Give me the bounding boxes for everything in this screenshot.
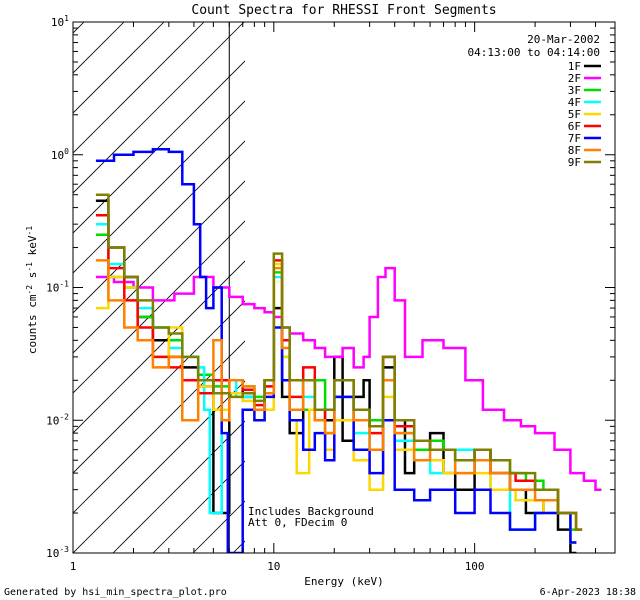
series-5f xyxy=(95,262,577,544)
series-9f xyxy=(95,193,583,531)
shaded-region xyxy=(73,0,640,553)
hatch-line xyxy=(73,260,245,434)
hatch-line xyxy=(73,300,245,474)
legend-label: 6F xyxy=(568,120,581,133)
hatch-line xyxy=(73,100,245,274)
y-tick-labels: 10-3 10-2 10-1 100 101 xyxy=(46,14,69,560)
x-axis-label: Energy (keV) xyxy=(304,575,383,588)
hatch-line xyxy=(353,0,640,553)
series-8f xyxy=(95,259,583,531)
hatch-line xyxy=(73,140,245,314)
y-axis-label: counts cm-2 s-1 keV-1 xyxy=(25,226,39,354)
footer-timestamp: 6-Apr-2023 18:38 xyxy=(540,587,636,598)
hatch-line xyxy=(73,22,245,194)
legend-label: 4F xyxy=(568,96,581,109)
hatch-line xyxy=(273,0,640,553)
date-label: 20-Mar-2002 xyxy=(527,33,600,46)
y-tick-label: 101 xyxy=(51,14,69,29)
series-1f xyxy=(95,199,577,553)
hatch-line xyxy=(73,22,165,114)
legend-label: 7F xyxy=(568,132,581,145)
y-tick-label: 10-3 xyxy=(46,545,69,560)
y-tick-label: 10-2 xyxy=(46,412,69,427)
hatch-line xyxy=(433,0,640,553)
legend-label: 3F xyxy=(568,84,581,97)
y-tick-label: 10-1 xyxy=(46,280,69,295)
annotation-attenuator: Att 0, FDecim 0 xyxy=(248,516,347,529)
footer-generator: Generated by hsi_min_spectra_plot.pro xyxy=(4,587,227,598)
legend-label: 9F xyxy=(568,156,581,169)
legend-label: 8F xyxy=(568,144,581,157)
legend-label: 5F xyxy=(568,108,581,121)
chart-title: Count Spectra for RHESSI Front Segments xyxy=(191,3,496,18)
hatch-line xyxy=(313,0,640,553)
series-4f xyxy=(95,222,577,544)
series-3f xyxy=(95,233,577,531)
x-tick-labels: 1 10 100 xyxy=(70,560,485,573)
annotation-background: Includes Background xyxy=(248,505,374,518)
hatch-line xyxy=(73,22,205,154)
hatch-line xyxy=(73,220,245,394)
series-group xyxy=(95,148,602,553)
legend-label: 2F xyxy=(568,72,581,85)
legend-label: 1F xyxy=(568,60,581,73)
x-tick-label: 1 xyxy=(70,560,77,573)
x-tick-label: 10 xyxy=(267,560,280,573)
hatch-line xyxy=(73,180,245,354)
hatch-line xyxy=(73,60,245,234)
hatch-line xyxy=(73,340,245,514)
hatch-line xyxy=(73,380,245,553)
hatch-line xyxy=(112,420,245,553)
time-range-label: 04:13:00 to 04:14:00 xyxy=(468,46,600,59)
y-tick-label: 100 xyxy=(51,147,69,162)
axis-ticks xyxy=(72,21,616,554)
series-2f xyxy=(95,266,602,491)
x-tick-label: 100 xyxy=(465,560,485,573)
